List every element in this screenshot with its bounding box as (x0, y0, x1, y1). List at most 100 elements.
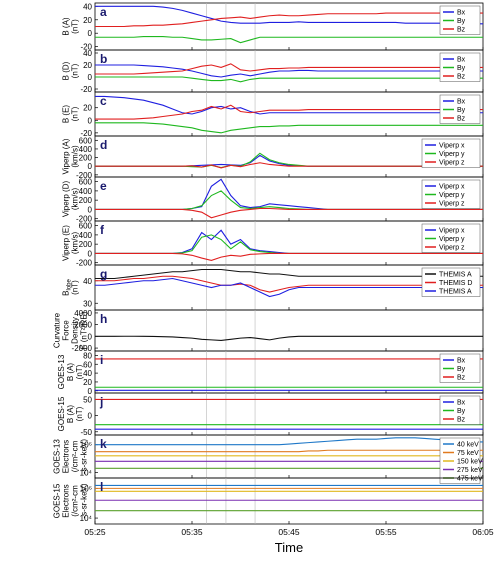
panel-letter: a (100, 5, 107, 19)
y-tick-label: 2000 (74, 321, 92, 330)
series-line-by (95, 76, 483, 83)
y-tick-label: 0 (88, 73, 93, 82)
legend-label: Viperp x (439, 184, 465, 191)
y-axis-label: (nT) (75, 364, 84, 379)
y-axis-label: Density (71, 317, 80, 344)
legend-label: 75 keV (457, 450, 479, 457)
legend-label: Bx (457, 57, 466, 64)
y-axis-label: -s-sr-keV) (80, 483, 89, 518)
y-tick-label: 10⁶ (80, 441, 92, 450)
y-tick-label: 50 (83, 395, 92, 404)
legend-label: Bz (457, 116, 466, 123)
y-tick-label: 10⁴ (80, 514, 93, 523)
y-tick-label: -2000 (72, 344, 93, 353)
y-tick-label: 0 (88, 116, 93, 125)
y-tick-label: 4000 (74, 309, 92, 318)
y-tick-label: 400 (79, 231, 93, 240)
legend-label: Viperp y (439, 192, 465, 199)
y-axis-label: F (nT²/RE) (80, 311, 89, 349)
series-line-40-kev (95, 437, 483, 446)
y-tick-label: -200 (76, 215, 93, 224)
y-axis-label: -s-sr-keV) (80, 439, 89, 474)
y-tick-label: 200 (79, 240, 93, 249)
legend-label: THEMIS A (439, 272, 472, 279)
legend-label: Viperp y (439, 236, 465, 243)
y-tick-label: 0 (88, 162, 93, 171)
y-tick-label: 40 (83, 369, 92, 378)
series-line-viperp-z (95, 162, 483, 169)
legend-label: THEMIS D (439, 280, 472, 287)
series-line-themis-d (95, 275, 483, 293)
y-axis-label: (/cm²-cm (71, 485, 80, 517)
y-tick-label: -20 (80, 129, 92, 138)
y-axis-label: B (E) (62, 105, 71, 124)
y-tick-label: 200 (79, 154, 93, 163)
y-axis-label: GOES-13 (53, 439, 62, 474)
y-tick-label: 60 (83, 360, 92, 369)
legend-label: Bx (457, 99, 466, 106)
y-axis-label: B (A) (62, 17, 71, 36)
y-tick-label: -20 (80, 43, 92, 52)
y-tick-label: 0 (88, 387, 93, 396)
series-line-bz (95, 63, 483, 75)
y-axis-label: Viperp (D) (62, 181, 71, 218)
panel-letter: i (100, 353, 103, 367)
panel-letter: b (100, 52, 107, 66)
y-axis-label: Blobe (62, 278, 73, 295)
y-tick-label: 0 (88, 205, 93, 214)
y-tick-label: 600 (79, 222, 93, 231)
y-tick-label: 40 (83, 49, 92, 58)
panel-k: 10⁶ 10⁴ k GOES-13 Electrons (/cm²-cm -s-sr-keV… (53, 434, 484, 484)
y-tick-label: 10⁴ (80, 468, 93, 477)
panel-frame (94, 309, 484, 352)
series-line-bz (95, 104, 483, 120)
legend-label: By (457, 65, 466, 72)
y-axis-label: (nT) (71, 19, 80, 34)
panel-letter: k (100, 437, 107, 451)
y-tick-label: 0 (88, 332, 93, 341)
legend-label: Bx (457, 358, 466, 365)
legend-label: By (457, 18, 466, 25)
y-axis-label: Force (62, 320, 71, 341)
legend-label: By (457, 107, 466, 114)
panel-letter: f (100, 223, 105, 237)
y-axis-label: Viperp (A) (62, 138, 71, 174)
panel-frame (94, 350, 484, 394)
y-axis-label: (/cm²-cm (71, 440, 80, 472)
series-line-line (95, 335, 483, 342)
y-tick-label: 0 (88, 249, 93, 258)
panel-letter: l (100, 480, 103, 494)
legend-label: 275 keV (457, 467, 483, 474)
series-line-bx (95, 95, 483, 115)
y-tick-label: 20 (83, 378, 92, 387)
x-tick-label: 05:25 (84, 527, 106, 537)
y-axis-label: Electrons (62, 484, 71, 517)
panel-letter: h (100, 312, 107, 326)
panel-l: 10⁶ 10⁴ l GOES-15 Electrons (/cm²-cm -s-sr-keV… (53, 477, 484, 525)
x-tick-label: 05:55 (375, 527, 397, 537)
y-axis-label: B (D) (62, 61, 71, 80)
legend-label: 475 keV (457, 476, 483, 483)
y-tick-label: 600 (79, 136, 93, 145)
y-axis-label: B (A) (66, 363, 75, 382)
series-line-themis-a (95, 268, 483, 280)
panel-letter: d (100, 138, 107, 152)
legend-label: Viperp y (439, 151, 465, 158)
legend-label: Viperp x (439, 143, 465, 150)
y-axis-label: GOES-15 (57, 396, 66, 431)
y-tick-label: -20 (80, 85, 92, 94)
series-line-themis-a (95, 277, 483, 298)
legend-label: Viperp x (439, 228, 465, 235)
